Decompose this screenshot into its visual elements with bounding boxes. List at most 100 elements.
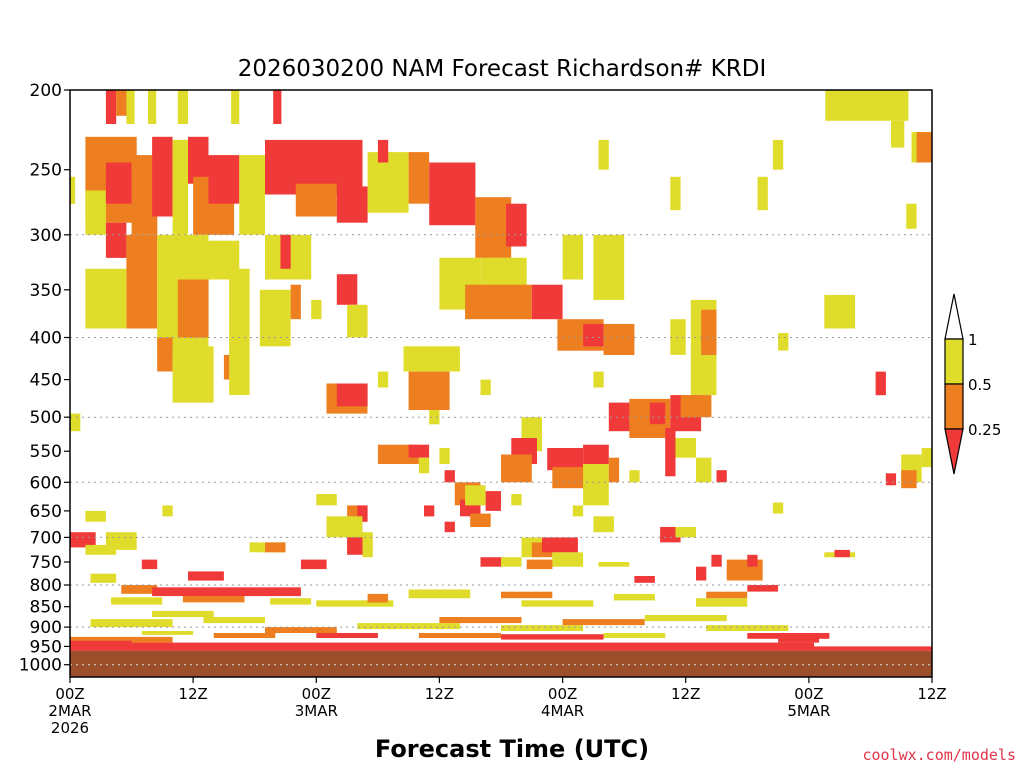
heatmap-cell-red xyxy=(208,155,240,204)
heatmap-cell-yellow xyxy=(408,589,471,599)
heatmap-cell-orange xyxy=(265,627,337,633)
heatmap-cell-red xyxy=(814,646,932,651)
heatmap-cell-red xyxy=(480,557,501,567)
heatmap-cell-orange xyxy=(408,152,430,204)
heatmap-cell-orange xyxy=(418,633,501,638)
heatmap-cell-red xyxy=(531,284,563,320)
x-tick-label: 12Z xyxy=(425,685,454,703)
heatmap-cell-orange xyxy=(465,284,532,320)
heatmap-cell-yellow xyxy=(85,268,127,329)
heatmap-cell-orange xyxy=(680,395,712,418)
heatmap-cell-orange xyxy=(526,559,553,570)
heatmap-cell-yellow xyxy=(316,494,337,506)
heatmap-cell-yellow xyxy=(501,557,522,567)
y-tick-label: 900 xyxy=(30,618,62,638)
heatmap-cell-yellow xyxy=(418,457,430,474)
heatmap-cell-red xyxy=(696,566,707,581)
heatmap-cell-red xyxy=(70,532,96,548)
heatmap-cell-yellow xyxy=(203,617,265,624)
heatmap-cell-orange xyxy=(475,197,512,258)
heatmap-cell-yellow xyxy=(90,573,117,583)
heatmap-cell-yellow xyxy=(162,505,173,517)
heatmap-cell-yellow xyxy=(465,485,486,506)
heatmap-cell-red xyxy=(188,136,209,184)
heatmap-cell-yellow xyxy=(172,346,214,403)
heatmap-cell-yellow xyxy=(70,413,81,432)
heatmap-cell-orange xyxy=(470,513,491,527)
heatmap-cell-red xyxy=(885,473,897,486)
heatmap-cell-orange xyxy=(290,284,301,320)
heatmap-cell-red xyxy=(665,427,676,477)
y-tick-label: 800 xyxy=(30,576,62,596)
plot-frame xyxy=(69,89,933,678)
x-tick-label: 4MAR xyxy=(541,702,584,720)
heatmap-cell-red xyxy=(444,521,455,533)
heatmap-cell-yellow xyxy=(362,532,373,558)
heatmap-cell-yellow xyxy=(778,333,789,351)
heatmap-cell-yellow xyxy=(480,379,491,396)
heatmap-cell-yellow xyxy=(148,90,157,124)
heatmap-cell-orange xyxy=(701,309,717,355)
x-tick-label: 3MAR xyxy=(295,702,338,720)
heatmap-cell-orange xyxy=(265,542,286,553)
heatmap-cell-red xyxy=(188,571,224,581)
heatmap-cell-red xyxy=(542,537,578,553)
x-tick-label: 12Z xyxy=(178,685,207,703)
heatmap-cell-orange xyxy=(157,337,173,372)
heatmap-cell-orange xyxy=(182,596,245,603)
heatmap-cell-yellow xyxy=(270,598,312,605)
heatmap-cell-orange xyxy=(295,183,337,217)
heatmap-cell-red xyxy=(300,559,327,570)
heatmap-cell-red xyxy=(336,383,368,407)
heatmap-cell-red xyxy=(444,470,455,483)
x-tick-label: 00Z xyxy=(794,685,823,703)
legend-band-yellow xyxy=(944,338,964,385)
heatmap-cell-red xyxy=(747,554,758,567)
heatmap-cell-yellow xyxy=(85,190,106,235)
legend-band-orange xyxy=(944,383,964,430)
y-tick-label: 300 xyxy=(30,226,62,246)
heatmap-cell-yellow xyxy=(675,527,696,538)
heatmap-cell-red xyxy=(716,470,727,483)
heatmap-cell-red xyxy=(336,186,368,223)
heatmap-cells xyxy=(70,90,932,651)
y-tick-label: 200 xyxy=(30,81,62,101)
heatmap-cell-red xyxy=(273,90,282,124)
heatmap-cell-red xyxy=(408,444,430,458)
heatmap-cell-yellow xyxy=(85,544,117,555)
heatmap-cell-orange xyxy=(916,132,932,163)
color-legend: 1 0.5 0.25 xyxy=(944,293,1001,475)
y-tick-label: 650 xyxy=(30,502,62,522)
heatmap-cell-red xyxy=(547,448,584,471)
heatmap-cell-yellow xyxy=(377,371,389,388)
x-tick-label: 00Z xyxy=(55,685,84,703)
heatmap-cell-yellow xyxy=(613,593,655,601)
heatmap-cell-yellow xyxy=(501,625,584,631)
credit-text[interactable]: coolwx.com/models xyxy=(862,746,1016,764)
y-tick-label: 500 xyxy=(30,408,62,428)
heatmap-cell-orange xyxy=(177,279,209,338)
y-tick-label: 750 xyxy=(30,553,62,573)
heatmap-cell-yellow xyxy=(772,502,784,514)
heatmap-cell-yellow xyxy=(825,90,909,121)
y-tick-label: 550 xyxy=(30,442,62,462)
heatmap-cell-yellow xyxy=(670,319,686,355)
heatmap-cell-red xyxy=(347,537,363,555)
legend-band-red xyxy=(944,428,964,475)
heatmap-cell-yellow xyxy=(172,139,188,235)
heatmap-cell-orange xyxy=(116,90,127,116)
y-tick-label: 450 xyxy=(30,371,62,391)
heatmap-cell-yellow xyxy=(229,268,250,396)
heatmap-cell-yellow xyxy=(598,139,609,170)
heatmap-cell-red xyxy=(141,559,158,570)
heatmap-cell-red xyxy=(485,491,501,511)
heatmap-cell-red xyxy=(316,633,378,638)
heatmap-cell-yellow xyxy=(824,294,856,329)
y-tick-label: 850 xyxy=(30,598,62,618)
heatmap-cell-orange xyxy=(501,454,532,483)
heatmap-cell-yellow xyxy=(670,176,681,211)
heatmap-cell-yellow xyxy=(906,203,917,229)
y-tick-label: 350 xyxy=(30,281,62,301)
heatmap-cell-yellow xyxy=(234,337,245,355)
